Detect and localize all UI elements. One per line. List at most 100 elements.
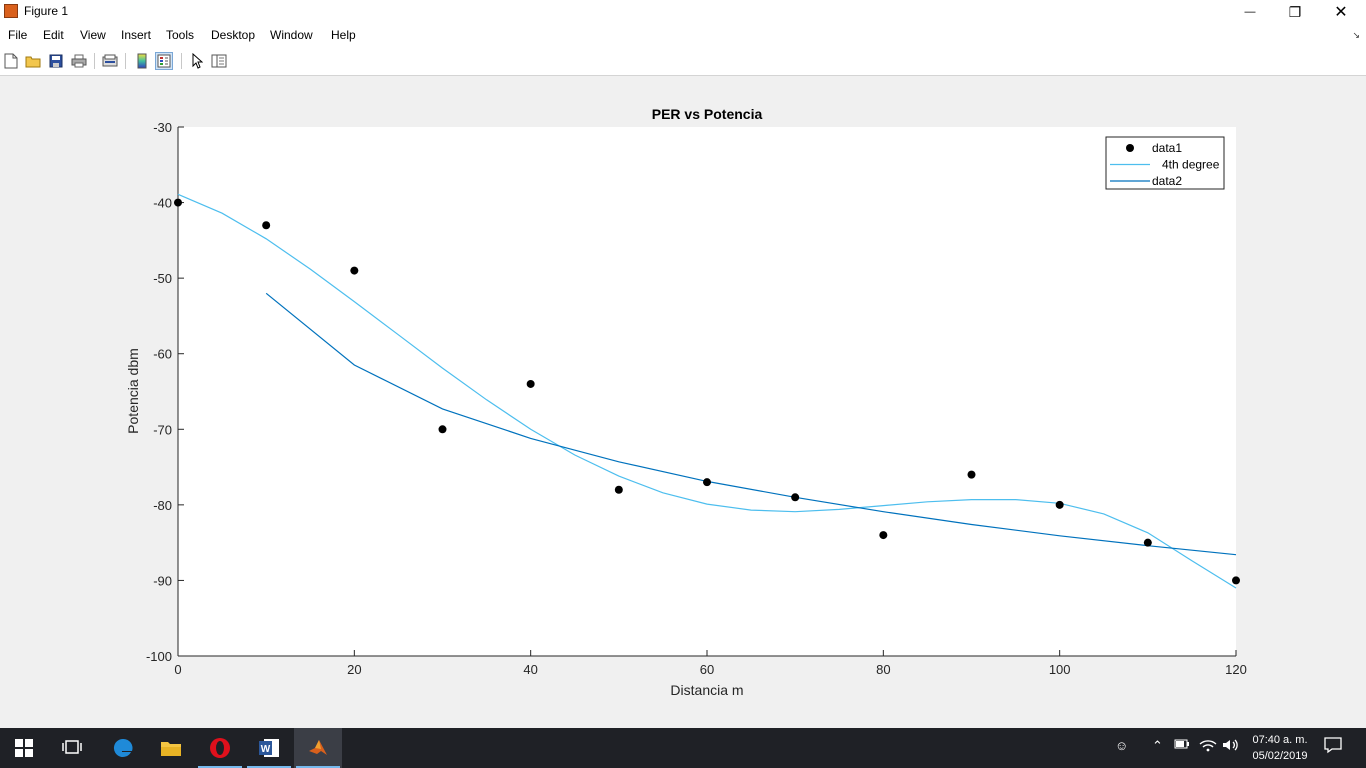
legend-icon <box>157 54 171 68</box>
figure-canvas: PER vs Potencia Distancia m Potencia dbm… <box>0 77 1366 728</box>
y-tick-label: -70 <box>153 422 172 437</box>
active-indicator <box>198 766 242 768</box>
menu-edit[interactable]: Edit <box>43 28 64 42</box>
data-point[interactable] <box>262 221 271 230</box>
toolbar-separator <box>181 53 182 69</box>
property-inspector-button[interactable] <box>210 52 228 70</box>
y-tick-label: -30 <box>153 120 172 135</box>
plot-area[interactable]: PER vs Potencia Distancia m Potencia dbm… <box>0 77 1366 728</box>
legend-button[interactable] <box>155 52 173 70</box>
menu-help[interactable]: Help <box>331 28 356 42</box>
x-tick-label: 100 <box>1049 662 1071 677</box>
chart-title: PER vs Potencia <box>652 106 763 122</box>
menu-window[interactable]: Window <box>270 28 313 42</box>
start-button[interactable] <box>0 728 48 768</box>
data-point[interactable] <box>174 198 182 207</box>
file-explorer-icon <box>161 742 181 756</box>
data-point[interactable] <box>703 478 711 487</box>
matlab-figure-icon <box>4 4 18 18</box>
series-layer <box>174 193 1240 589</box>
save-icon <box>49 54 63 68</box>
y-tick-label: -90 <box>153 573 172 588</box>
open-file-icon <box>25 56 41 68</box>
minimize-icon: — <box>1244 6 1256 18</box>
data-point[interactable] <box>967 470 976 479</box>
data-point[interactable] <box>791 493 800 502</box>
print-button[interactable] <box>70 52 88 70</box>
new-figure-button[interactable] <box>2 52 20 70</box>
open-file-button[interactable] <box>24 52 42 70</box>
clock-time: 07:40 a. m. <box>1252 734 1308 746</box>
windows-taskbar: W ☺ ⌃ 07:40 a. m. 05/02/2019 <box>0 728 1366 768</box>
menu-bar: File Edit View Insert Tools Desktop Wind… <box>0 24 1366 48</box>
data-point[interactable] <box>438 425 447 434</box>
y-tick-label: -100 <box>146 649 172 664</box>
wifi-icon[interactable] <box>1199 738 1217 755</box>
word-taskbar-button[interactable]: W <box>245 728 293 768</box>
y-tick-label: -40 <box>153 196 172 211</box>
x-axis-label: Distancia m <box>670 682 743 698</box>
data-point[interactable] <box>526 379 535 388</box>
task-view-button[interactable] <box>48 728 96 768</box>
axis-ticks: 0 20 40 60 80 100 120 -30 -40 -50 -60 -70 -80 -90 -100 <box>146 120 1247 677</box>
menu-tools[interactable]: Tools <box>166 28 195 42</box>
notifications-icon[interactable] <box>1324 736 1342 757</box>
active-indicator <box>247 766 291 768</box>
figure-toolbar <box>0 48 1366 76</box>
show-hidden-icons-chevron-up-icon[interactable]: ⌃ <box>1152 738 1163 753</box>
people-icon[interactable]: ☺ <box>1115 738 1129 753</box>
link-plot-button[interactable] <box>101 52 119 70</box>
close-button[interactable]: ✕ <box>1318 0 1364 24</box>
new-figure-icon <box>4 53 18 69</box>
x-tick-label: 120 <box>1225 662 1247 677</box>
minimize-button[interactable]: — <box>1227 0 1273 24</box>
menu-file[interactable]: File <box>8 28 28 42</box>
legend[interactable]: data1 4th degree data2 <box>1105 136 1225 190</box>
save-button[interactable] <box>47 52 65 70</box>
data-point[interactable] <box>879 531 888 540</box>
series-line-2[interactable] <box>265 292 1237 556</box>
windows-start-icon <box>15 739 33 757</box>
battery-icon[interactable] <box>1174 738 1190 753</box>
volume-icon[interactable] <box>1222 738 1240 755</box>
data-point[interactable] <box>350 266 359 275</box>
menu-desktop[interactable]: Desktop <box>211 28 256 42</box>
clock-date: 05/02/2019 <box>1252 750 1308 762</box>
pointer-button[interactable] <box>188 52 206 70</box>
colorbar-button[interactable] <box>133 52 151 70</box>
toolbar-separator <box>125 53 126 69</box>
x-tick-label: 40 <box>523 662 537 677</box>
menu-insert[interactable]: Insert <box>121 28 152 42</box>
legend-box <box>1105 136 1225 190</box>
data-point[interactable] <box>1143 538 1152 547</box>
menu-view[interactable]: View <box>80 28 106 42</box>
toolbar-separator <box>94 53 95 69</box>
data-point[interactable] <box>1232 576 1240 585</box>
y-tick-label: -60 <box>153 347 172 362</box>
legend-label-2: data2 <box>1152 174 1182 188</box>
property-inspector-icon <box>211 54 227 68</box>
legend-label-1: 4th degree <box>1162 158 1220 172</box>
opera-taskbar-button[interactable] <box>196 728 244 768</box>
file-explorer-taskbar-button[interactable] <box>147 728 195 768</box>
word-icon: W <box>259 739 279 757</box>
y-tick-label: -50 <box>153 271 172 286</box>
close-icon: ✕ <box>1334 4 1348 21</box>
window-title: Figure 1 <box>24 4 69 18</box>
svg-text:W: W <box>261 744 271 755</box>
edge-taskbar-button[interactable] <box>99 728 147 768</box>
data-point[interactable] <box>614 485 623 494</box>
y-tick-label: -80 <box>153 498 172 513</box>
restore-button[interactable]: ❐ <box>1272 0 1318 24</box>
print-icon <box>71 54 87 68</box>
toolbar-dock-arrow-icon[interactable]: ↘ <box>1352 30 1360 40</box>
data-point[interactable] <box>1055 500 1064 509</box>
legend-marker-0 <box>1126 144 1134 152</box>
opera-icon <box>210 738 230 758</box>
matlab-taskbar-button[interactable] <box>294 728 342 768</box>
link-plot-icon <box>102 54 118 67</box>
taskbar-clock[interactable]: 07:40 a. m. 05/02/2019 <box>1246 732 1314 764</box>
colorbar-icon <box>137 53 147 69</box>
x-tick-label: 80 <box>876 662 890 677</box>
x-tick-label: 0 <box>174 662 181 677</box>
